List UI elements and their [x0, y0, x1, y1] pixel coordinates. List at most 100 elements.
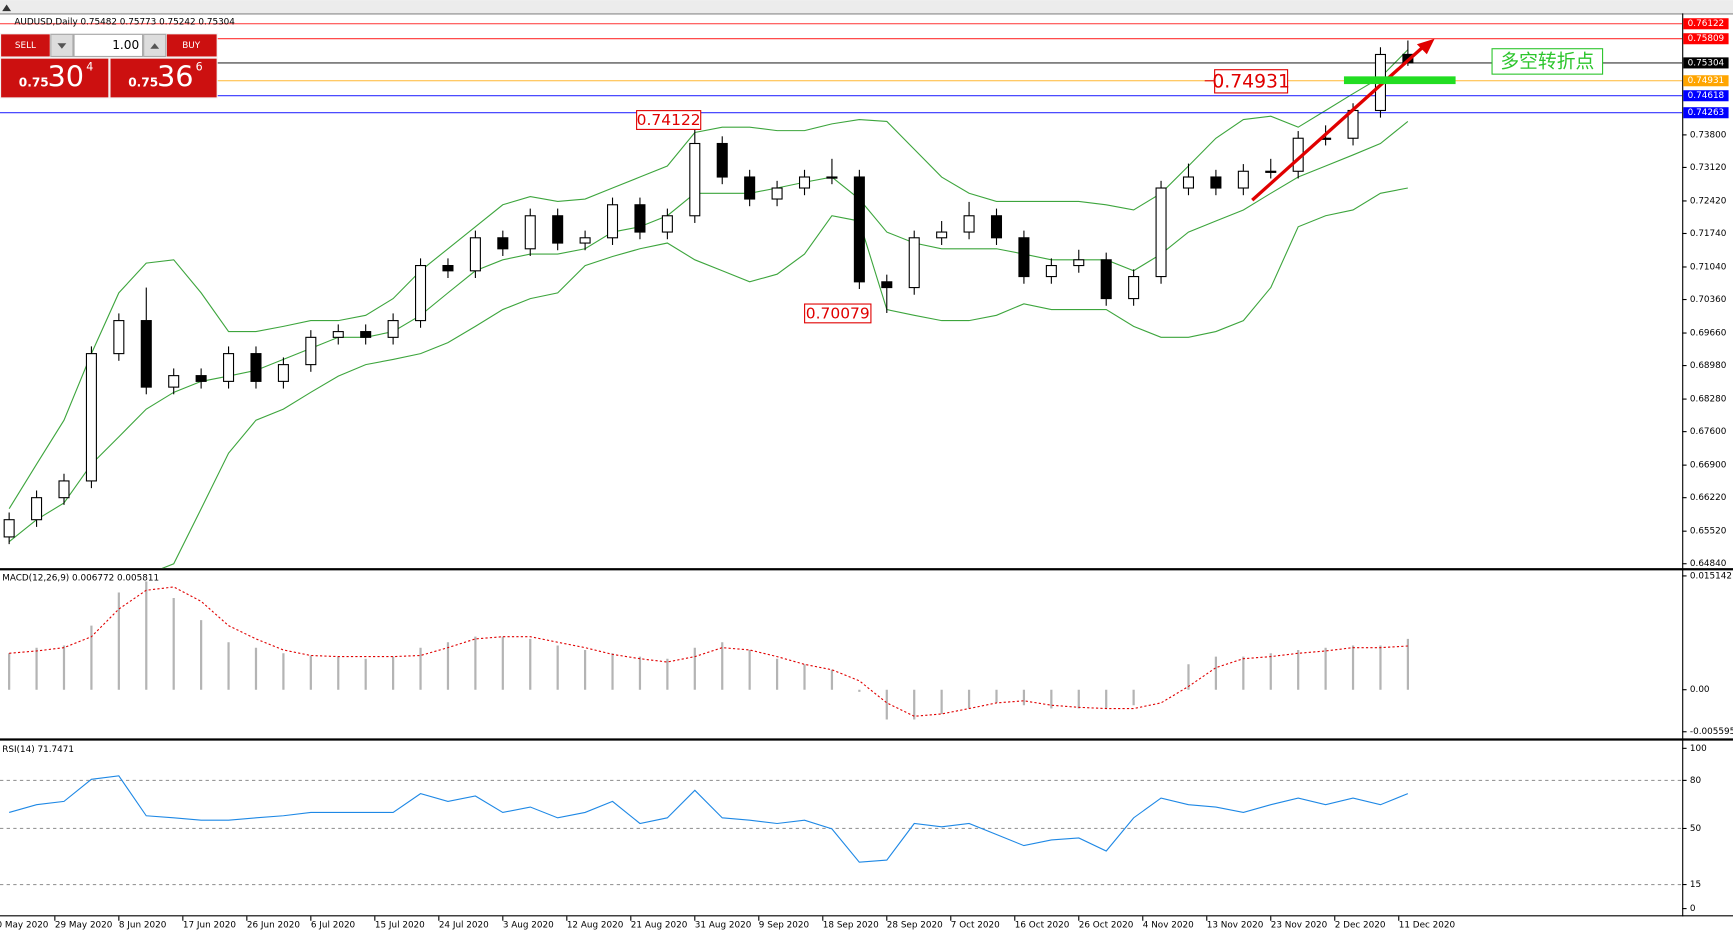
candle-body	[881, 281, 893, 289]
level-tag	[1683, 18, 1729, 30]
ask-big[interactable]: 36	[157, 60, 194, 94]
ask-button[interactable]	[110, 58, 217, 98]
x-tick-label: 13 Nov 2020	[1207, 921, 1264, 931]
chart-title: AUDUSD,Daily 0.75482 0.75773 0.75242 0.7…	[14, 18, 235, 28]
y-tick-label: 0.66220	[1690, 493, 1727, 503]
candle-body	[360, 331, 372, 338]
y-tick-label: 0.67600	[1690, 427, 1727, 437]
y-tick-label: 50	[1690, 824, 1702, 834]
candle-body	[277, 364, 289, 382]
band-lower	[161, 187, 1408, 569]
bid-big[interactable]: 30	[48, 60, 85, 94]
annotation: 多空转折点	[1500, 50, 1594, 72]
sell-button[interactable]	[1, 34, 50, 57]
annotation: 0.74122	[637, 111, 701, 129]
y-tick-label: 0.71740	[1690, 229, 1727, 239]
y-tick-label: 15	[1690, 880, 1701, 890]
x-tick-label: 16 Oct 2020	[1015, 921, 1070, 931]
annotation-box	[1491, 48, 1604, 75]
x-tick-label: 11 Dec 2020	[1399, 921, 1456, 931]
y-tick-label: 100	[1690, 744, 1707, 754]
support-bar	[1343, 76, 1456, 85]
candle-body	[442, 264, 454, 272]
rsi-line	[9, 775, 1409, 863]
candle-body	[3, 519, 15, 538]
candle-body	[826, 176, 838, 179]
x-tick-label: 12 Aug 2020	[567, 921, 624, 931]
annotation-box	[1214, 69, 1289, 94]
candle-body	[1018, 237, 1030, 278]
bid-prefix[interactable]: 0.75	[19, 75, 49, 89]
x-tick-label: 6 Jul 2020	[311, 921, 356, 931]
candle-body	[1100, 259, 1112, 300]
band-middle	[8, 121, 1409, 543]
x-tick-label: 4 Nov 2020	[1143, 921, 1194, 931]
symbol-icon	[2, 4, 12, 12]
y-tick-label: -0.005595	[1690, 727, 1733, 737]
rsi-plot	[0, 775, 1683, 886]
candle-body	[661, 215, 673, 233]
y-tick-label: 0.66900	[1690, 461, 1727, 471]
trend-arrow-head	[1416, 38, 1435, 55]
level-label: 0.74618	[1688, 91, 1725, 101]
y-tick-label: 0.00	[1690, 685, 1710, 695]
bid-sup[interactable]: 4	[86, 61, 93, 74]
x-tick-label: 23 Nov 2020	[1271, 921, 1328, 931]
annotation: 0.70079	[806, 304, 870, 322]
candle-body	[387, 320, 399, 338]
sell-label[interactable]: SELL	[15, 41, 36, 51]
macd-signal	[9, 586, 1408, 717]
x-tick-label: 26 Jun 2020	[247, 921, 300, 931]
level-tag	[1683, 107, 1729, 119]
candle-body	[524, 215, 536, 250]
macd-plot	[8, 581, 1409, 720]
candle-body	[168, 375, 180, 388]
candle-body	[1073, 259, 1085, 267]
candle-body	[223, 353, 235, 382]
annotation-box	[804, 303, 872, 324]
level-tag	[1683, 57, 1729, 69]
bid-button[interactable]	[1, 58, 109, 98]
trade-panel: SELL 1.00 BUY 0.75 30 4 0.75 36 6	[0, 33, 218, 99]
candle-body	[1265, 170, 1277, 173]
candle-body	[1182, 176, 1195, 189]
candle-body	[908, 237, 920, 289]
buy-button[interactable]	[166, 34, 217, 57]
lot-value[interactable]: 1.00	[112, 38, 139, 52]
candle-body	[140, 320, 152, 388]
ask-prefix[interactable]: 0.75	[128, 75, 158, 89]
x-tick-label: 8 Jun 2020	[119, 921, 167, 931]
candle-body	[963, 215, 975, 233]
candle-body	[113, 320, 125, 355]
band-upper	[8, 49, 1409, 510]
buy-label[interactable]: BUY	[182, 41, 201, 51]
candle-body	[1128, 276, 1140, 300]
candle-body	[853, 176, 865, 283]
rsi-title: RSI(14) 71.7471	[2, 745, 74, 755]
level-tag	[1683, 75, 1729, 87]
candle-body	[771, 187, 783, 200]
trend-arrow	[1251, 45, 1425, 202]
candle-body	[332, 331, 344, 338]
ask-sup[interactable]: 6	[196, 61, 203, 74]
lot-up-icon	[150, 43, 160, 49]
y-tick-label: 0.64840	[1690, 559, 1727, 569]
x-tick-label: 3 Aug 2020	[503, 921, 554, 931]
y-tick-label: 0.70360	[1690, 295, 1727, 305]
level-label: 0.75304	[1688, 58, 1725, 68]
y-tick-label: 0.72420	[1690, 196, 1727, 206]
candle-body	[305, 336, 317, 366]
level-tag	[1683, 90, 1729, 102]
candle-body	[1045, 264, 1057, 278]
candle-body	[497, 237, 509, 250]
candle-body	[1237, 170, 1249, 189]
y-tick-label: 0.65520	[1690, 527, 1727, 537]
x-tick-label: 21 Aug 2020	[631, 921, 688, 931]
lot-input[interactable]	[73, 33, 144, 58]
annotation-box	[636, 110, 702, 130]
y-tick-label: 0.73120	[1690, 163, 1727, 173]
x-tick-label: 29 May 2020	[55, 921, 113, 931]
candle-body	[716, 142, 728, 178]
